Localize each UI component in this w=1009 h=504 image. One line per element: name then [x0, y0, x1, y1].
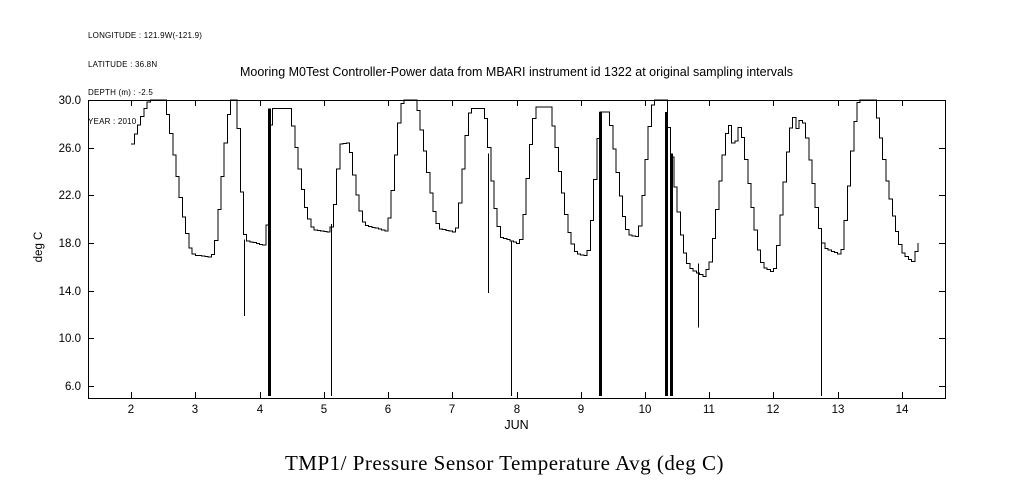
x-tick-label: 6: [385, 404, 391, 416]
x-tick-label: 12: [767, 404, 780, 416]
y-tick-label: 22.0: [59, 190, 81, 202]
x-tick-label: 7: [449, 404, 455, 416]
x-axis-label: JUN: [504, 418, 529, 432]
x-tick-label: 14: [896, 404, 909, 416]
figure-caption: TMP1/ Pressure Sensor Temperature Avg (d…: [284, 451, 724, 475]
metadata-year: YEAR : 2010: [88, 116, 137, 126]
metadata-block: LONGITUDE : 121.9W(-121.9) LATITUDE : 36…: [88, 12, 202, 145]
plot-frame: [88, 100, 946, 399]
y-axis-label: deg C: [33, 231, 45, 263]
y-tick-label: 6.0: [65, 381, 81, 393]
x-tick-label: 10: [639, 404, 652, 416]
temperature-series: [131, 99, 919, 277]
y-tick-label: 30.0: [59, 95, 81, 107]
plot-title: Mooring M0Test Controller-Power data fro…: [239, 65, 793, 79]
x-tick-label: 2: [128, 404, 134, 416]
y-tick-label: 26.0: [59, 143, 81, 155]
y-tick-label: 18.0: [59, 238, 81, 250]
y-tick-label: 14.0: [59, 286, 81, 298]
x-tick-label: 11: [703, 404, 715, 416]
metadata-depth: DEPTH (m) : -2.5: [88, 88, 153, 97]
x-tick-label: 4: [257, 404, 264, 416]
x-tick-label: 9: [578, 404, 584, 416]
x-tick-label: 5: [321, 404, 327, 416]
x-tick-label: 3: [192, 404, 198, 416]
metadata-latitude: LATITUDE : 36.8N: [88, 59, 158, 69]
metadata-longitude: LONGITUDE : 121.9W(-121.9): [88, 31, 203, 40]
y-tick-label: 10.0: [59, 333, 81, 345]
x-tick-label: 8: [514, 404, 520, 416]
x-tick-label: 13: [832, 404, 845, 416]
